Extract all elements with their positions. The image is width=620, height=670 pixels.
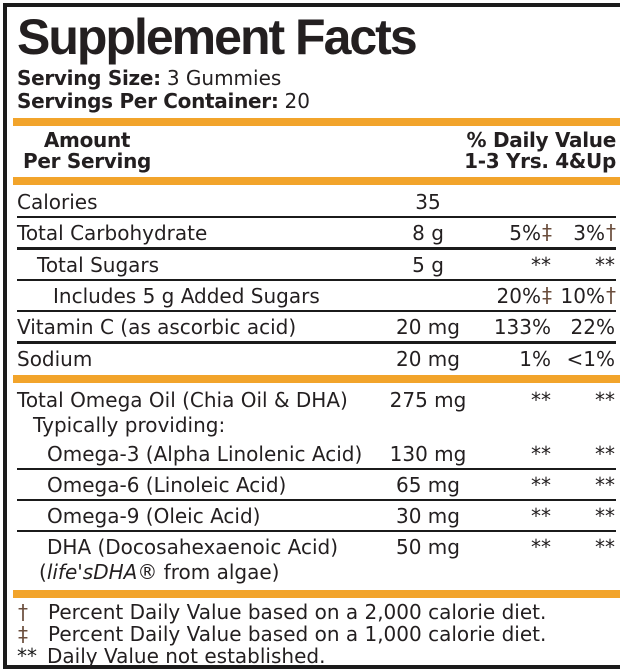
supplement-facts-panel: Supplement Facts Serving Size: 3 Gummies … bbox=[3, 3, 620, 669]
nutrient-name: DHA (Docosahexaenoic Acid) (life'sDHA® f… bbox=[17, 535, 384, 585]
nutrient-amount: 8 g bbox=[412, 221, 444, 245]
dv-1-3yrs: ** bbox=[531, 473, 551, 497]
nutrient-name: Total Carbohydrate bbox=[17, 221, 208, 245]
divider-bar-top bbox=[13, 118, 620, 126]
divider-bar-middle bbox=[13, 375, 620, 383]
serving-size-value: 3 Gummies bbox=[166, 66, 282, 90]
footnote-dagger: † Percent Daily Value based on a 2,000 c… bbox=[17, 601, 616, 623]
nutrient-amount: 35 bbox=[415, 190, 441, 214]
nutrient-name: Total Sugars bbox=[37, 253, 160, 277]
footnote-asterisks: ** Daily Value not established. bbox=[17, 645, 616, 667]
servings-per-container-value: 20 bbox=[284, 89, 310, 113]
column-header: Amount Per Serving % Daily Value 1-3 Yrs… bbox=[17, 128, 616, 175]
dv-1-3yrs bbox=[472, 190, 552, 215]
table-row-dha: DHA (Docosahexaenoic Acid) (life'sDHA® f… bbox=[17, 532, 616, 586]
serving-size-label: Serving Size: bbox=[17, 66, 161, 90]
dv-1-3yrs: ** bbox=[531, 535, 551, 559]
footnote-double-dagger: ‡ Percent Daily Value based on a 1,000 c… bbox=[17, 623, 616, 645]
dv-4up: 22% bbox=[570, 315, 615, 339]
dv-4up: 3%† bbox=[573, 220, 616, 245]
panel-title: Supplement Facts bbox=[17, 9, 418, 65]
dv-4up: ** bbox=[595, 388, 615, 412]
nutrient-amount: 275 mg bbox=[389, 388, 467, 412]
nutrient-name: Omega-6 (Linoleic Acid) bbox=[47, 473, 287, 497]
dv-1-3yrs: 5%‡ bbox=[509, 220, 552, 245]
dv-1-3yrs: ** bbox=[531, 442, 551, 466]
nutrient-name: Calories bbox=[17, 190, 98, 214]
footnote-text: Percent Daily Value based on a 1,000 cal… bbox=[48, 622, 547, 646]
nutrient-name: Omega-3 (Alpha Linolenic Acid) bbox=[47, 442, 363, 466]
nutrient-amount: 5 g bbox=[412, 253, 444, 277]
amount-header-line2: Per Serving bbox=[23, 149, 152, 173]
footnote-text: Percent Daily Value based on a 2,000 cal… bbox=[48, 600, 547, 624]
table-row-total-sugars: Total Sugars 5 g ** ** bbox=[17, 250, 616, 281]
dv-1-3yrs: 20%‡ bbox=[496, 283, 552, 308]
nutrient-amount: 50 mg bbox=[396, 535, 460, 559]
serving-size-line: Serving Size: 3 Gummies bbox=[17, 67, 616, 90]
table-row-calories: Calories 35 bbox=[17, 187, 616, 218]
table-row-added-sugars: Includes 5 g Added Sugars 20%‡ 10%† bbox=[17, 281, 616, 312]
nutrient-name: Vitamin C (as ascorbic acid) bbox=[17, 315, 297, 339]
dv-header-line2: 1-3 Yrs. 4&Up bbox=[464, 149, 616, 173]
nutrient-subtext: Typically providing: bbox=[33, 413, 226, 437]
footnotes: † Percent Daily Value based on a 2,000 c… bbox=[17, 601, 616, 667]
nutrient-amount: 20 mg bbox=[396, 347, 460, 371]
double-dagger-mark: ‡ bbox=[18, 622, 28, 646]
dv-1-3yrs: ** bbox=[531, 253, 551, 277]
nutrient-amount: 65 mg bbox=[396, 473, 460, 497]
nutrient-name: Includes 5 g Added Sugars bbox=[53, 284, 320, 308]
nutrient-name: Sodium bbox=[17, 347, 93, 371]
nutrient-subtext: (life'sDHA® from algae) bbox=[39, 560, 280, 584]
dv-4up: ** bbox=[595, 442, 615, 466]
dv-4up bbox=[552, 190, 616, 215]
table-row-omega-3: Omega-3 (Alpha Linolenic Acid) 130 mg **… bbox=[17, 439, 616, 470]
dv-4up: ** bbox=[595, 535, 615, 559]
servings-per-container-line: Servings Per Container: 20 bbox=[17, 90, 616, 113]
servings-per-container-label: Servings Per Container: bbox=[17, 89, 279, 113]
table-row-sodium: Sodium 20 mg 1% <1% bbox=[17, 344, 616, 373]
dv-4up: <1% bbox=[566, 347, 616, 371]
dagger-mark: † bbox=[18, 600, 28, 624]
nutrient-amount: 20 mg bbox=[396, 315, 460, 339]
dv-4up: ** bbox=[595, 473, 615, 497]
table-row-total-carbohydrate: Total Carbohydrate 8 g 5%‡ 3%† bbox=[17, 218, 616, 250]
dv-header-line1: % Daily Value bbox=[466, 128, 617, 152]
divider-bar-header bbox=[13, 177, 620, 185]
table-row-omega-6: Omega-6 (Linoleic Acid) 65 mg ** ** bbox=[17, 470, 616, 501]
dv-1-3yrs: 1% bbox=[519, 347, 551, 371]
asterisks-mark: ** bbox=[17, 644, 37, 668]
dv-1-3yrs: ** bbox=[531, 388, 551, 412]
dv-4up: ** bbox=[595, 504, 615, 528]
divider-bar-bottom bbox=[13, 590, 620, 598]
table-row-total-omega-oil: Total Omega Oil (Chia Oil & DHA) Typical… bbox=[17, 385, 616, 439]
amount-header-line1: Amount bbox=[43, 128, 131, 152]
dv-4up: ** bbox=[595, 253, 615, 277]
daily-value-column-header: % Daily Value 1-3 Yrs. 4&Up bbox=[464, 130, 616, 172]
nutrient-table: Calories 35 Total Carbohydrate 8 g 5%‡ 3… bbox=[13, 187, 620, 586]
nutrient-amount: 30 mg bbox=[396, 504, 460, 528]
table-row-vitamin-c: Vitamin C (as ascorbic acid) 20 mg 133% … bbox=[17, 312, 616, 344]
dv-1-3yrs: 133% bbox=[493, 315, 551, 339]
dv-4up: 10%† bbox=[560, 283, 616, 308]
nutrient-name: Total Omega Oil (Chia Oil & DHA) Typical… bbox=[17, 388, 384, 438]
nutrient-amount: 130 mg bbox=[389, 442, 467, 466]
footnote-text: Daily Value not established. bbox=[47, 644, 326, 668]
amount-column-header: Amount Per Serving bbox=[17, 130, 151, 172]
nutrient-name: Omega-9 (Oleic Acid) bbox=[47, 504, 261, 528]
table-row-omega-9: Omega-9 (Oleic Acid) 30 mg ** ** bbox=[17, 501, 616, 532]
dv-1-3yrs: ** bbox=[531, 504, 551, 528]
